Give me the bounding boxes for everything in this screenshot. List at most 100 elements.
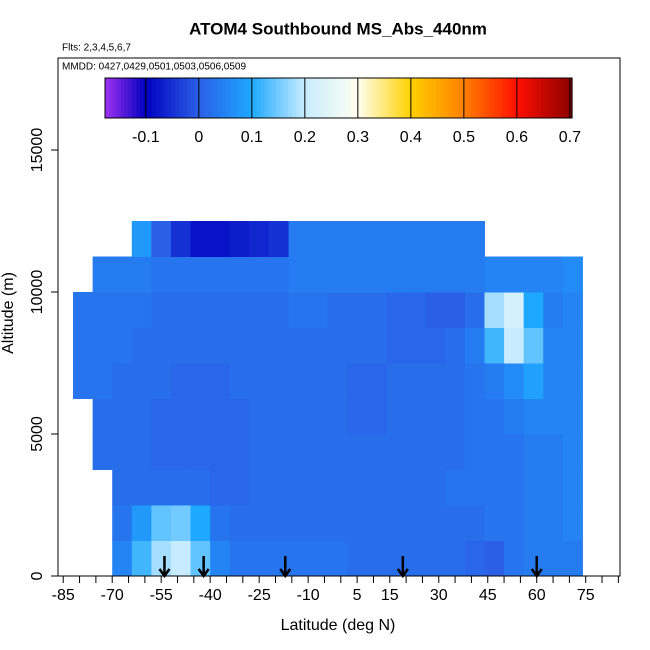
colorbar-swatch: [451, 78, 456, 118]
colorbar-swatch: [424, 78, 429, 118]
heatmap-cell: [229, 292, 250, 329]
heatmap-cell: [308, 292, 329, 329]
colorbar-swatch: [470, 78, 476, 118]
colorbar-swatch: [229, 78, 235, 118]
heatmap-cell: [406, 363, 427, 400]
colorbar-swatch: [369, 78, 375, 118]
heatmap-cell: [210, 505, 231, 542]
heatmap-cell: [425, 292, 446, 329]
heatmap-cell: [190, 221, 211, 258]
heatmap-cell: [92, 434, 113, 471]
heatmap-cell: [73, 292, 94, 329]
heatmap-cell: [366, 540, 388, 577]
heatmap-cell: [484, 292, 505, 329]
heatmap-cell: [464, 540, 485, 577]
heatmap-cell: [112, 363, 133, 400]
x-tick-label: 5: [353, 587, 362, 604]
heatmap-cell: [190, 469, 211, 506]
x-axis-label: Latitude (deg N): [281, 617, 396, 634]
heatmap-cell: [347, 398, 368, 435]
colorbar-swatch: [194, 78, 199, 118]
heatmap-cell: [484, 505, 505, 542]
colorbar-swatch: [322, 78, 328, 118]
heatmap-cell: [347, 540, 368, 577]
heatmap-cell: [562, 469, 583, 506]
colorbar-swatch: [233, 78, 238, 118]
colorbar-swatch: [361, 78, 367, 118]
colorbar-tick-label: 0.5: [453, 129, 475, 146]
heatmap-cell: [131, 221, 152, 258]
colorbar-swatch: [280, 78, 285, 118]
heatmap-cell: [112, 540, 133, 577]
colorbar-swatch: [256, 78, 262, 118]
colorbar-swatch: [540, 78, 546, 118]
heatmap-cell: [406, 256, 427, 293]
colorbar-swatch: [529, 78, 534, 118]
heatmap-cell: [229, 221, 250, 258]
heatmap-cell: [484, 540, 505, 577]
heatmap-cell: [210, 363, 231, 400]
heatmap-cell: [386, 327, 407, 364]
colorbar-swatch: [202, 78, 207, 118]
heatmap-cell: [445, 221, 466, 258]
chart-title: ATOM4 Southbound MS_Abs_440nm: [189, 19, 487, 38]
heatmap-cell: [131, 398, 152, 435]
heatmap-cell: [308, 327, 329, 364]
x-tick-label: 45: [479, 587, 497, 604]
colorbar-tick-label: 0.3: [347, 129, 369, 146]
heatmap-cell: [151, 469, 172, 506]
heatmap-cell: [504, 398, 525, 435]
heatmap-cell: [249, 256, 270, 293]
colorbar-swatch: [217, 78, 223, 118]
heatmap-cell: [425, 363, 446, 400]
colorbar-swatch: [112, 78, 118, 118]
heatmap-cell: [249, 469, 270, 506]
heatmap-cell: [151, 327, 172, 364]
colorbar-swatch: [494, 78, 499, 118]
heatmap-cell: [484, 327, 505, 364]
heatmap-cell: [504, 363, 525, 400]
colorbar-swatch: [498, 78, 503, 118]
heatmap-cell: [366, 256, 388, 293]
colorbar-swatch: [435, 78, 441, 118]
x-tick-label: -85: [52, 587, 75, 604]
heatmap-cell: [504, 434, 525, 471]
heatmap-cell: [562, 398, 583, 435]
heatmap-cell: [366, 363, 388, 400]
heatmap-cell: [210, 256, 231, 293]
colorbar-swatch: [412, 78, 417, 118]
colorbar-tick-label: 0.7: [559, 129, 581, 146]
heatmap-cell: [308, 540, 329, 577]
heatmap-cell: [288, 221, 309, 258]
heatmap-cell: [170, 505, 192, 542]
heatmap-cell: [543, 469, 564, 506]
colorbar-swatch: [482, 78, 487, 118]
heatmap-cell: [288, 469, 309, 506]
colorbar-swatch: [198, 78, 203, 118]
heatmap-cell: [92, 363, 113, 400]
x-tick-label: -25: [248, 587, 271, 604]
colorbar-swatch: [241, 78, 246, 118]
heatmap-cell: [366, 469, 388, 506]
heatmap-cell: [112, 256, 133, 293]
colorbar-swatch: [463, 78, 468, 118]
colorbar-swatch: [159, 78, 164, 118]
heatmap-cell: [249, 505, 270, 542]
colorbar-swatch: [248, 78, 254, 118]
colorbar-swatch: [171, 78, 176, 118]
y-axis-label: Altitude (m): [0, 272, 17, 354]
heatmap-cell: [229, 363, 250, 400]
heatmap-cell: [386, 434, 407, 471]
heatmap-cell: [523, 505, 544, 542]
colorbar-swatch: [155, 78, 161, 118]
colorbar-tick-label: 0: [194, 129, 203, 146]
heatmap-cell: [425, 469, 446, 506]
colorbar-swatch: [245, 78, 250, 118]
colorbar-tick-label: 0.4: [400, 129, 422, 146]
colorbar-swatch: [428, 78, 433, 118]
heatmap-cell: [504, 256, 525, 293]
heatmap-cell: [406, 398, 427, 435]
heatmap-cell: [504, 540, 525, 577]
heatmap-cell: [151, 256, 172, 293]
heatmap-cell: [151, 540, 172, 577]
